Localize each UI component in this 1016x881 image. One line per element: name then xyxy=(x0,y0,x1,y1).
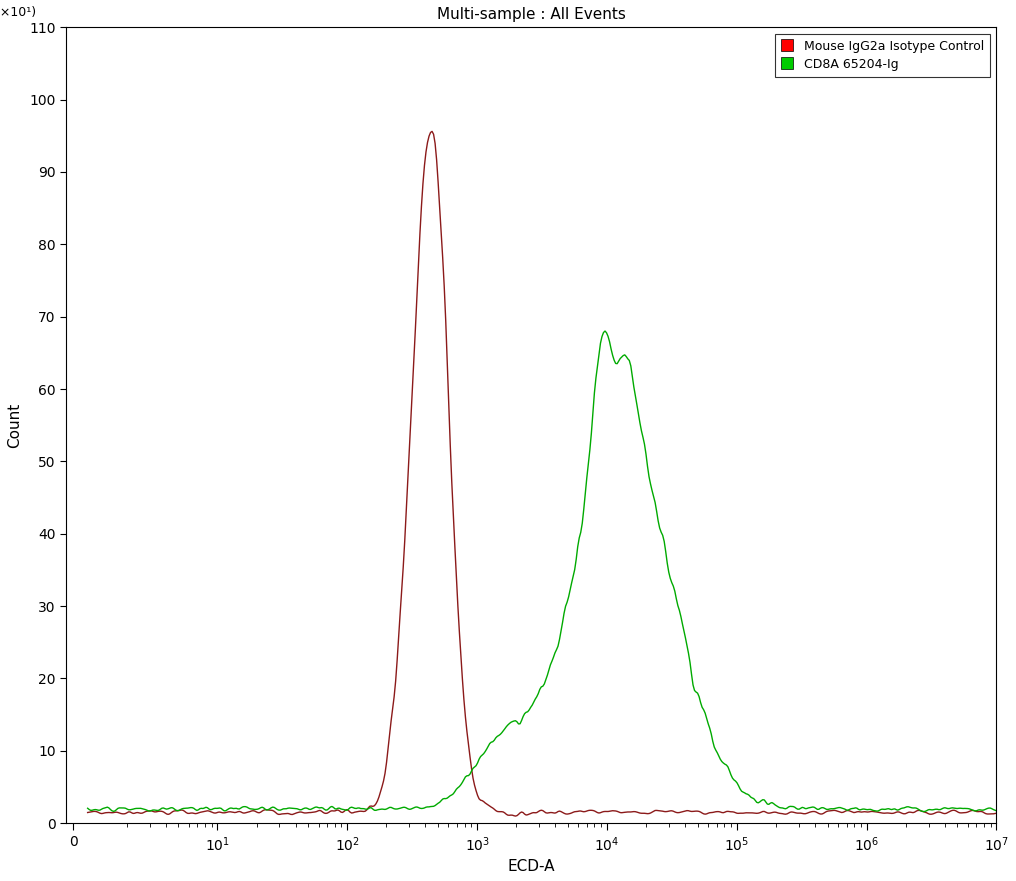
CD8A 65204-Ig xyxy=(619,350,631,360)
Mouse IgG2a Isotype Control xyxy=(769,807,781,818)
Text: (×10¹): (×10¹) xyxy=(0,6,38,19)
CD8A 65204-Ig xyxy=(493,730,505,741)
CD8A 65204-Ig xyxy=(81,803,93,813)
Legend: Mouse IgG2a Isotype Control, CD8A 65204-Ig: Mouse IgG2a Isotype Control, CD8A 65204-… xyxy=(775,33,991,77)
X-axis label: ECD-A: ECD-A xyxy=(507,859,555,874)
Y-axis label: Count: Count xyxy=(7,403,22,448)
Line: CD8A 65204-Ig: CD8A 65204-Ig xyxy=(87,331,997,811)
Mouse IgG2a Isotype Control xyxy=(426,126,438,137)
CD8A 65204-Ig xyxy=(917,806,930,817)
Mouse IgG2a Isotype Control xyxy=(243,807,255,818)
CD8A 65204-Ig xyxy=(767,798,779,809)
CD8A 65204-Ig xyxy=(598,326,611,337)
CD8A 65204-Ig xyxy=(991,805,1003,816)
Mouse IgG2a Isotype Control xyxy=(494,806,506,817)
Mouse IgG2a Isotype Control xyxy=(315,806,327,817)
Mouse IgG2a Isotype Control xyxy=(692,806,704,817)
Line: Mouse IgG2a Isotype Control: Mouse IgG2a Isotype Control xyxy=(87,131,997,816)
Title: Multi-sample : All Events: Multi-sample : All Events xyxy=(437,7,626,22)
CD8A 65204-Ig xyxy=(690,687,702,698)
Mouse IgG2a Isotype Control xyxy=(81,807,93,818)
CD8A 65204-Ig xyxy=(243,803,255,813)
Mouse IgG2a Isotype Control xyxy=(991,808,1003,818)
Mouse IgG2a Isotype Control xyxy=(509,811,521,821)
CD8A 65204-Ig xyxy=(315,803,327,813)
Mouse IgG2a Isotype Control xyxy=(620,807,632,818)
